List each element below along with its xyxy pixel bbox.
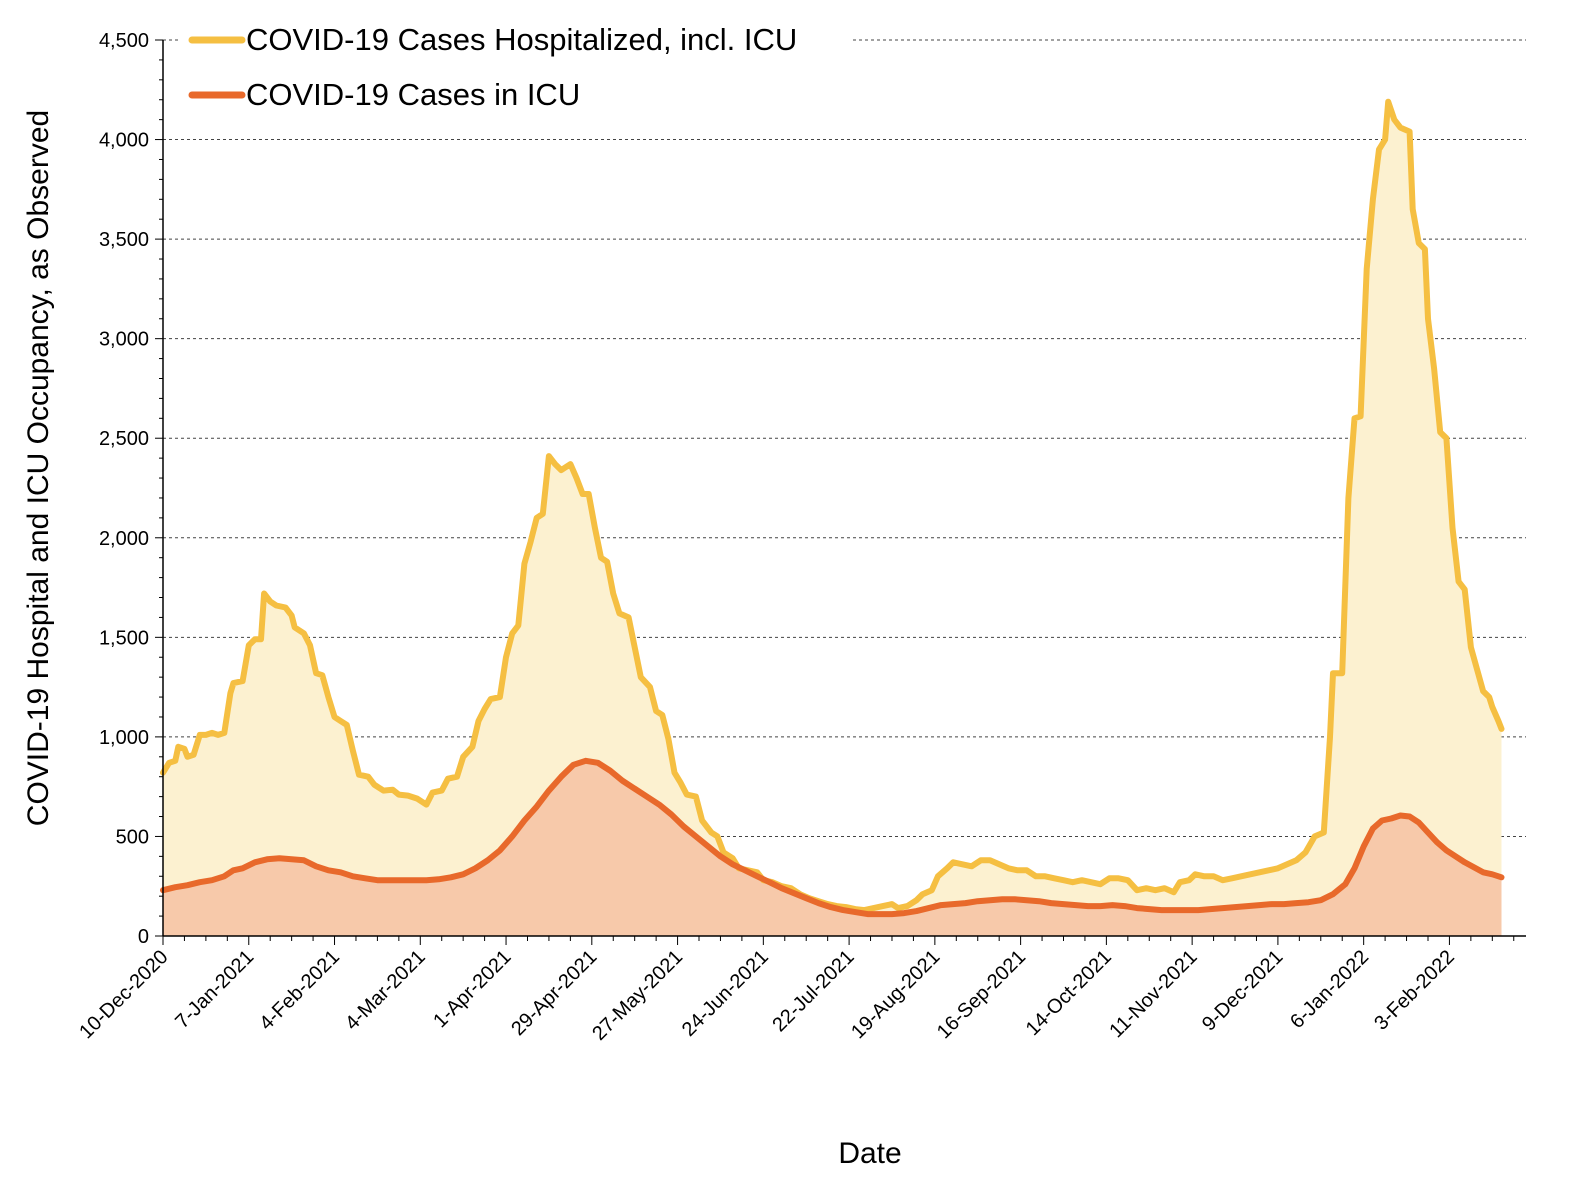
x-tick-label: 11-Nov-2021	[1105, 946, 1201, 1042]
y-tick-label: 2,000	[99, 528, 149, 550]
y-axis-title: COVID-19 Hospital and ICU Occupancy, as …	[22, 110, 55, 826]
x-tick-label: 24-Jun-2021	[678, 946, 773, 1041]
y-tick-label: 1,000	[99, 727, 149, 749]
x-tick-label: 29-Apr-2021	[507, 946, 601, 1040]
series-lines	[160, 98, 1505, 918]
x-tick-label: 4-Feb-2021	[255, 946, 344, 1035]
x-tick-label: 7-Jan-2021	[171, 946, 258, 1033]
y-tick-label: 0	[138, 926, 149, 948]
x-tick-label: 19-Aug-2021	[847, 946, 944, 1043]
x-tick-label: 10-Dec-2020	[75, 946, 172, 1043]
x-axis-title: Date	[838, 1137, 901, 1170]
y-tick-label: 4,000	[99, 130, 149, 152]
y-tick-label: 2,500	[99, 428, 149, 450]
y-tick-label: 500	[116, 826, 149, 848]
y-tick-label: 1,500	[99, 627, 149, 649]
x-tick-label: 6-Jan-2022	[1286, 946, 1373, 1033]
legend: COVID-19 Cases Hospitalized, incl. ICU C…	[180, 18, 850, 128]
gridlines	[163, 39, 1526, 837]
legend-background	[180, 18, 850, 128]
y-axis-ticks: 0 500 1,000 1,500 2,000 2,500 3,000 3,500 4,000 4…	[99, 30, 163, 948]
legend-label-hospitalized: COVID-19 Cases Hospitalized, incl. ICU	[246, 22, 797, 57]
series-area-1	[163, 760, 1502, 936]
y-tick-label: 3,500	[99, 229, 149, 251]
y-tick-label: 3,000	[99, 329, 149, 351]
x-tick-label: 16-Sep-2021	[933, 946, 1030, 1043]
x-tick-label: 4-Mar-2021	[341, 946, 430, 1035]
series-areas	[163, 101, 1502, 936]
x-tick-label: 22-Jul-2021	[768, 946, 858, 1036]
x-axis-ticks: 10-Dec-20207-Jan-20214-Feb-20214-Mar-202…	[75, 936, 1515, 1045]
x-tick-label: 27-May-2021	[588, 946, 687, 1045]
legend-label-icu: COVID-19 Cases in ICU	[246, 77, 580, 112]
axes	[162, 40, 1526, 937]
x-tick-label: 14-Oct-2021	[1022, 946, 1116, 1040]
series-line-1	[160, 757, 1505, 918]
x-tick-label: 1-Apr-2021	[429, 946, 515, 1032]
series-area-0	[163, 101, 1502, 936]
y-tick-label: 4,500	[99, 30, 149, 52]
x-tick-label: 9-Dec-2021	[1198, 946, 1287, 1035]
x-tick-label: 3-Feb-2022	[1370, 946, 1459, 1035]
